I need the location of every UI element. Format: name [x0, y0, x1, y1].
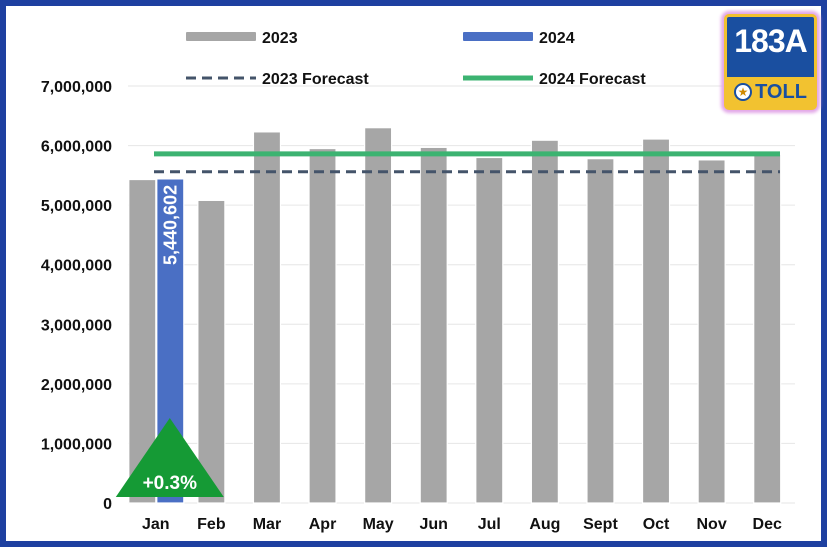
bar-2023-sept [586, 158, 615, 504]
bar-2023-mar [252, 131, 282, 504]
change-percent-label: +0.3% [143, 473, 198, 494]
x-tick-label-may: May [363, 516, 394, 533]
star-icon: ★ [734, 83, 753, 101]
data-label-2024-jan: 5,440,602 [160, 185, 180, 265]
bar-2023-jul [475, 156, 504, 504]
gridlines [128, 85, 795, 504]
x-tick-label-jul: Jul [478, 516, 501, 533]
y-tick-label: 0 [103, 496, 112, 513]
y-tick-label: 5,000,000 [41, 198, 112, 215]
logo-route-number: 183A [734, 23, 808, 59]
toll-logo: 183A ★ TOLL [724, 14, 817, 110]
logo-toll-text: TOLL [755, 80, 807, 103]
x-tick-label-feb: Feb [197, 516, 226, 533]
data-labels: 5,440,602 +0.3% [115, 185, 224, 497]
change-triangle [115, 418, 224, 497]
x-tick-label-aug: Aug [529, 516, 560, 533]
x-axis-ticks: Jan Feb Mar Apr May Jun Jul Aug Sept Oct Nov Dec [142, 516, 782, 533]
bars [128, 127, 782, 504]
x-tick-label-dec: Dec [753, 516, 782, 533]
legend-swatch-2024 [463, 32, 533, 41]
y-tick-label: 4,000,000 [41, 258, 112, 275]
legend: 2023 2024 2023 Forecast 2024 Forecast [186, 30, 646, 88]
bar-2023-nov [697, 159, 726, 504]
y-tick-label: 6,000,000 [41, 139, 112, 156]
x-tick-label-nov: Nov [697, 516, 727, 533]
y-tick-label: 1,000,000 [41, 436, 112, 453]
x-tick-label-jun: Jun [419, 516, 447, 533]
x-tick-label-apr: Apr [309, 516, 337, 533]
x-tick-label-oct: Oct [643, 516, 670, 533]
legend-label-2024: 2024 [539, 30, 575, 47]
x-tick-label-sept: Sept [583, 516, 618, 533]
y-tick-label: 7,000,000 [41, 79, 112, 96]
legend-label-2023-forecast: 2023 Forecast [262, 71, 369, 88]
bar-2023-oct [641, 138, 671, 504]
x-tick-label-mar: Mar [253, 516, 281, 533]
logo-toll-band: ★ TOLL [727, 77, 814, 107]
bar-2023-may [364, 127, 393, 504]
bar-2023-dec [753, 153, 782, 504]
x-tick-label-jan: Jan [142, 516, 170, 533]
bar-2023-jun [419, 146, 448, 504]
legend-label-2024-forecast: 2024 Forecast [539, 71, 646, 88]
bar-2023-apr [308, 147, 337, 504]
bar-2023-aug [530, 139, 559, 504]
bar-2023-feb [197, 199, 226, 504]
y-tick-label: 2,000,000 [41, 377, 112, 394]
forecast-lines [154, 151, 780, 174]
legend-label-2023: 2023 [262, 30, 298, 47]
y-tick-label: 3,000,000 [41, 317, 112, 334]
y-axis-ticks: 0 1,000,000 2,000,000 3,000,000 4,000,000 5,0… [41, 79, 112, 513]
legend-swatch-2023 [186, 32, 256, 41]
